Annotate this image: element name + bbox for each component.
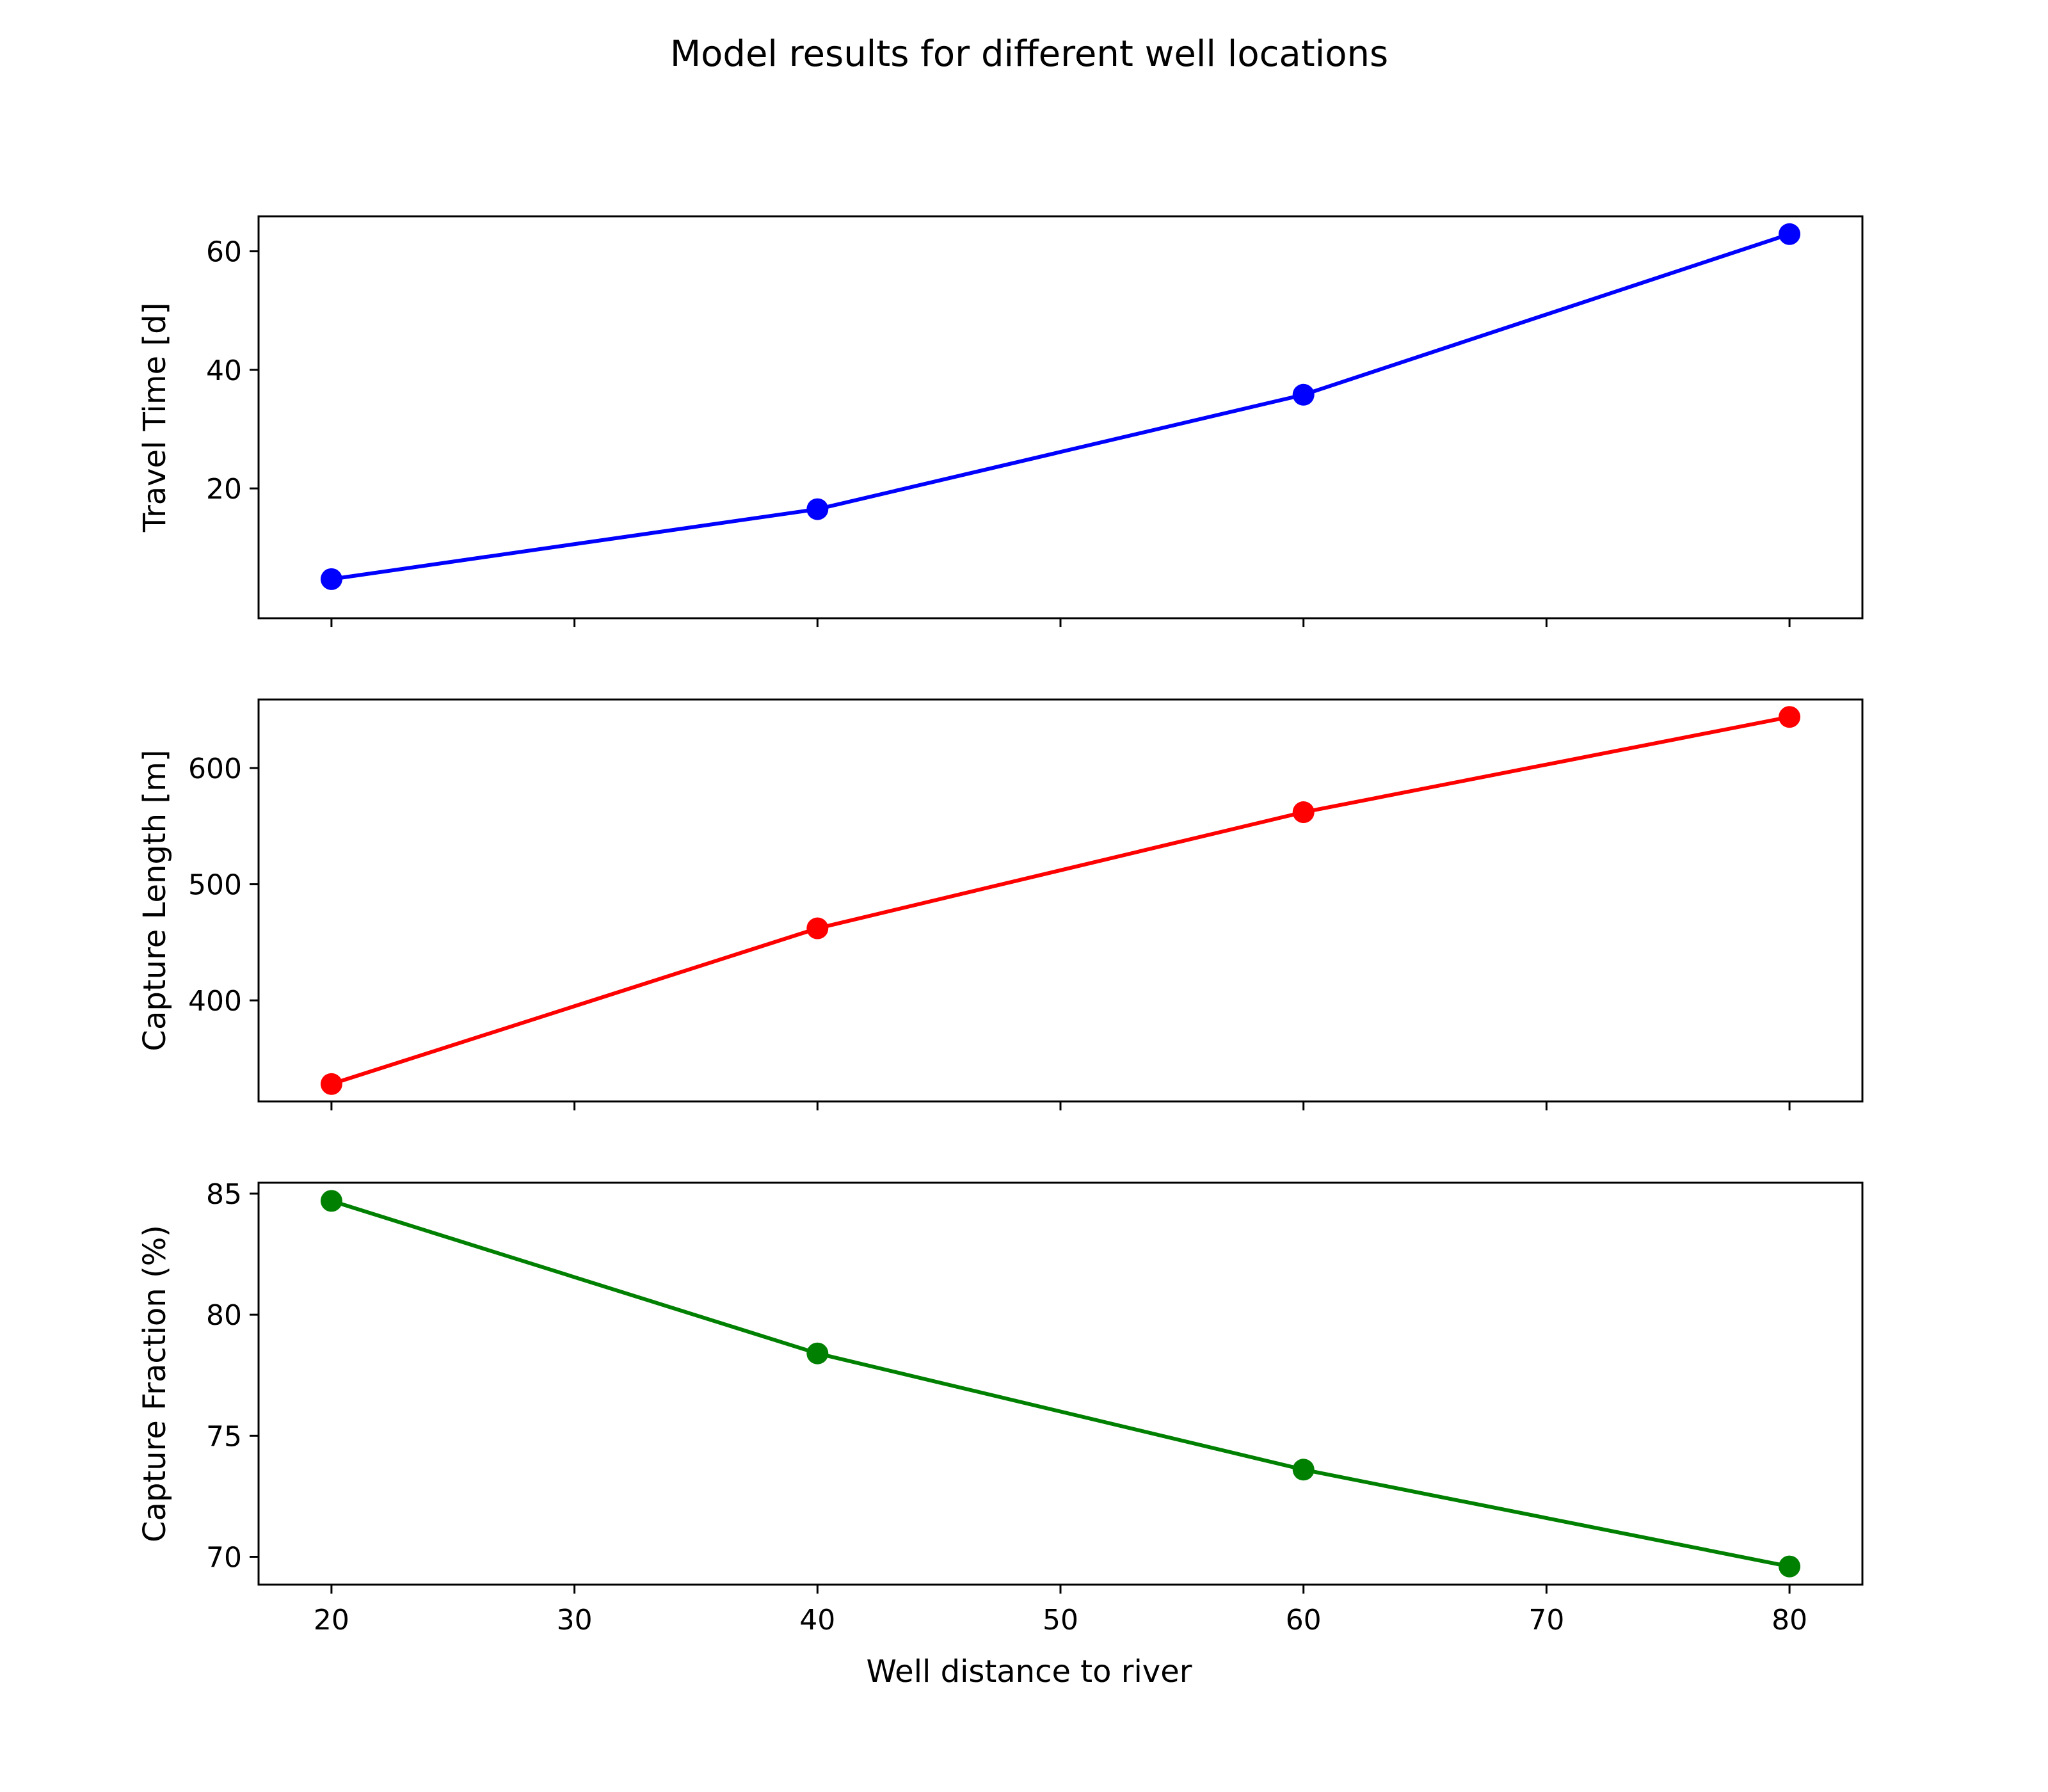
data-point [320, 1190, 342, 1212]
x-tick-label: 50 [1043, 1604, 1078, 1636]
y-tick-label: 75 [206, 1420, 242, 1453]
axes-frame [257, 215, 1864, 620]
y-tick-label: 40 [206, 355, 242, 387]
series-line-1 [331, 232, 1791, 581]
data-point [1292, 1459, 1315, 1481]
data-point [320, 568, 342, 590]
figure-title: Model results for different well locatio… [670, 33, 1388, 75]
data-point [1292, 383, 1315, 406]
y-tick-label: 500 [188, 869, 242, 902]
x-tick-label: 30 [557, 1604, 593, 1636]
data-point [320, 1073, 342, 1095]
data-point [806, 917, 829, 940]
subplot-1: 20 40 60 Travel Time [d] [137, 215, 1864, 627]
y-tick-label: 80 [206, 1299, 242, 1332]
series-line-3 [331, 1199, 1790, 1569]
data-point [806, 1342, 829, 1364]
axes-frame [257, 1181, 1864, 1586]
x-tick-label: 60 [1286, 1604, 1322, 1636]
subplot-3: 70 75 80 85 20 30 40 50 60 70 80 Capture Fraction (… [137, 1178, 1864, 1636]
axes-frame [257, 698, 1864, 1103]
series-line-2 [330, 715, 1790, 1086]
data-point [806, 498, 829, 520]
y-tick-label: 70 [206, 1541, 242, 1574]
y-tick-label: 60 [206, 236, 242, 269]
data-point [1779, 706, 1801, 728]
y-tick-label: 85 [206, 1178, 242, 1211]
data-point [1292, 801, 1315, 824]
y-axis-label: Travel Time [d] [137, 303, 173, 533]
subplots: 20 40 60 Travel Time [d] 400 500 600 Capture Le… [137, 215, 1864, 1636]
y-tick-label: 400 [188, 985, 242, 1018]
y-tick-label: 20 [206, 473, 242, 506]
x-tick-label: 40 [799, 1604, 835, 1636]
data-point [1779, 223, 1801, 245]
y-tick-label: 600 [188, 753, 242, 785]
data-point [1779, 1555, 1801, 1578]
x-tick-label: 70 [1528, 1604, 1564, 1636]
subplot-2: 400 500 600 Capture Length [m] [137, 698, 1864, 1110]
y-axis-label: Capture Fraction (%) [137, 1225, 173, 1542]
y-axis-label: Capture Length [m] [137, 749, 173, 1051]
x-axis-label: Well distance to river [867, 1654, 1192, 1690]
x-tick-label: 80 [1772, 1604, 1807, 1636]
x-tick-label: 20 [314, 1604, 349, 1636]
